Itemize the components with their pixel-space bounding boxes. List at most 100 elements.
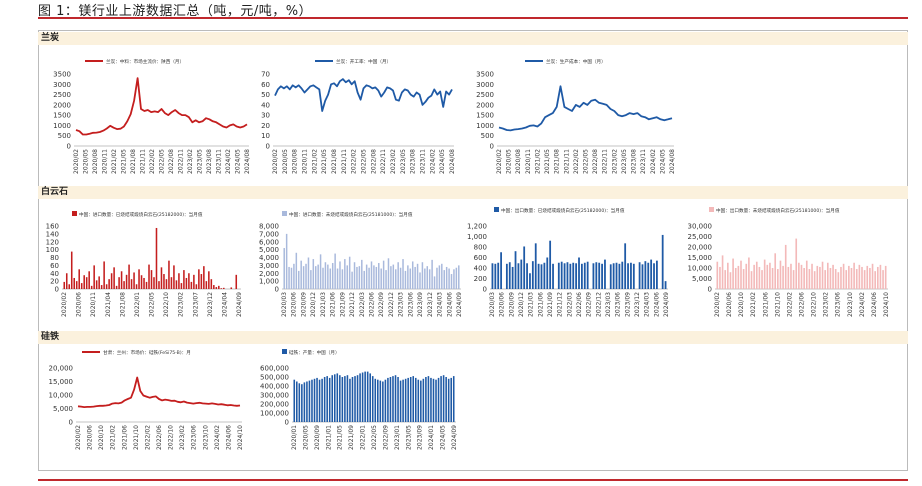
x-tick-label: 2023/01 bbox=[394, 425, 401, 450]
section-band-ferrosilicon: 硅铁 bbox=[38, 331, 908, 344]
y-tick-label: 1,200 bbox=[467, 223, 487, 231]
y-tick-label: 3000 bbox=[53, 81, 71, 89]
bar bbox=[382, 381, 384, 422]
bar bbox=[409, 377, 412, 422]
bar bbox=[884, 265, 887, 289]
legend-swatch bbox=[494, 207, 499, 212]
bar bbox=[223, 287, 225, 289]
x-tick-label: 2024/03 bbox=[644, 292, 651, 317]
bar bbox=[529, 273, 531, 289]
y-tick-label: 0 bbox=[266, 143, 270, 151]
bar bbox=[354, 376, 356, 422]
bar bbox=[356, 266, 358, 289]
bar bbox=[397, 262, 399, 289]
bar bbox=[853, 262, 855, 289]
chart-ferrosilicon-price: 甘肃：兰州：市场价：硅铁(FeSi75-B)：月 20,000 15,000 10,0… bbox=[49, 349, 245, 450]
bar bbox=[494, 263, 497, 289]
y-tick-label: 20 bbox=[50, 278, 59, 286]
bar bbox=[419, 272, 421, 289]
bar bbox=[779, 260, 782, 289]
bar bbox=[455, 267, 458, 289]
bar bbox=[557, 262, 560, 289]
bar bbox=[283, 248, 285, 289]
legend: 兰炭：开工率：中国（月） bbox=[315, 58, 391, 65]
x-tick-label: 2024/10 bbox=[237, 425, 244, 450]
bar bbox=[458, 265, 460, 290]
bar bbox=[871, 263, 874, 289]
bar bbox=[138, 269, 140, 289]
x-tick-label: 2022/02 bbox=[149, 149, 156, 174]
x-tick-label: 2022/09 bbox=[382, 425, 389, 450]
bar bbox=[805, 260, 808, 289]
y-tick-label: 0 bbox=[67, 143, 71, 151]
bar bbox=[638, 262, 641, 289]
bar bbox=[361, 259, 363, 289]
y-tick-label: 20,000 bbox=[49, 365, 74, 373]
bar bbox=[380, 268, 382, 289]
x-tick-label: 2020/03 bbox=[281, 292, 288, 317]
bar bbox=[664, 281, 667, 290]
x-tick-label: 2024/10 bbox=[883, 292, 890, 317]
x-tick-label: 2024/06 bbox=[446, 292, 453, 317]
bar bbox=[195, 284, 198, 289]
x-tick-label: 2021/12 bbox=[349, 292, 356, 317]
bar bbox=[344, 376, 346, 422]
bar bbox=[601, 263, 603, 289]
bar bbox=[118, 277, 120, 289]
bar bbox=[301, 384, 303, 422]
x-tick-label: 2021/05 bbox=[321, 149, 328, 174]
x-tick-label: 2022/10 bbox=[811, 292, 818, 317]
y-tick-label: 8,000 bbox=[259, 223, 279, 231]
x-tick-label: 2022/08 bbox=[592, 149, 599, 174]
x-tick-label: 2022/09 bbox=[586, 292, 593, 317]
x-tick-label: 2023/12 bbox=[427, 292, 434, 317]
bar bbox=[763, 259, 766, 289]
chart-lantan-price: 兰炭：中料：市场主流价：陕西（月） 3500 3000 2500 2000 1500 100… bbox=[53, 58, 251, 174]
y-tick-label: 4,000 bbox=[259, 254, 279, 262]
bar bbox=[445, 266, 448, 289]
x-tick-label: 2020/05 bbox=[302, 425, 309, 450]
bar bbox=[143, 277, 145, 289]
bar bbox=[78, 269, 80, 289]
bar bbox=[290, 267, 293, 289]
y-tick-label: 30,000 bbox=[688, 223, 713, 231]
bar bbox=[549, 240, 552, 289]
bar bbox=[787, 266, 790, 289]
bar bbox=[364, 371, 366, 422]
bar bbox=[523, 246, 526, 289]
y-tick-label: 400,000 bbox=[260, 383, 289, 391]
bar bbox=[293, 263, 295, 289]
x-tick-label: 2021/09 bbox=[348, 425, 355, 450]
bar bbox=[323, 377, 326, 422]
y-tick-label: 1000 bbox=[476, 122, 494, 130]
bar bbox=[497, 262, 500, 289]
x-tick-label: 2024/08 bbox=[669, 149, 676, 174]
x-tick-label: 2021/09 bbox=[339, 292, 346, 317]
x-tick-label: 2024/08 bbox=[449, 149, 456, 174]
bar bbox=[336, 373, 339, 422]
section-band-dolomite: 白云石 bbox=[38, 186, 908, 199]
x-tick-label: 2021/03 bbox=[528, 292, 535, 317]
y-tick-label: 3500 bbox=[476, 71, 494, 79]
legend-swatch bbox=[709, 207, 714, 212]
bar bbox=[716, 261, 719, 289]
bar bbox=[98, 276, 100, 289]
x-tick-label: 2022/11 bbox=[178, 149, 185, 174]
x-tick-label: 2023/11 bbox=[420, 149, 427, 174]
x-tick-label: 2020/05 bbox=[506, 149, 513, 174]
bar bbox=[334, 253, 336, 289]
bar bbox=[840, 266, 842, 289]
bar bbox=[203, 266, 205, 289]
bar bbox=[740, 260, 742, 289]
y-tick-label: 60 bbox=[50, 262, 59, 270]
bar bbox=[424, 268, 426, 289]
x-tick-label: 2021/08 bbox=[331, 149, 338, 174]
x-tick-label: 2022/09 bbox=[378, 292, 385, 317]
bar bbox=[644, 261, 647, 289]
x-tick-label: 2023/02 bbox=[611, 149, 618, 174]
x-tick-label: 2022/12 bbox=[388, 292, 395, 317]
bar bbox=[351, 377, 354, 422]
x-tick-label: 2020/05 bbox=[282, 149, 289, 174]
bar bbox=[409, 268, 412, 289]
